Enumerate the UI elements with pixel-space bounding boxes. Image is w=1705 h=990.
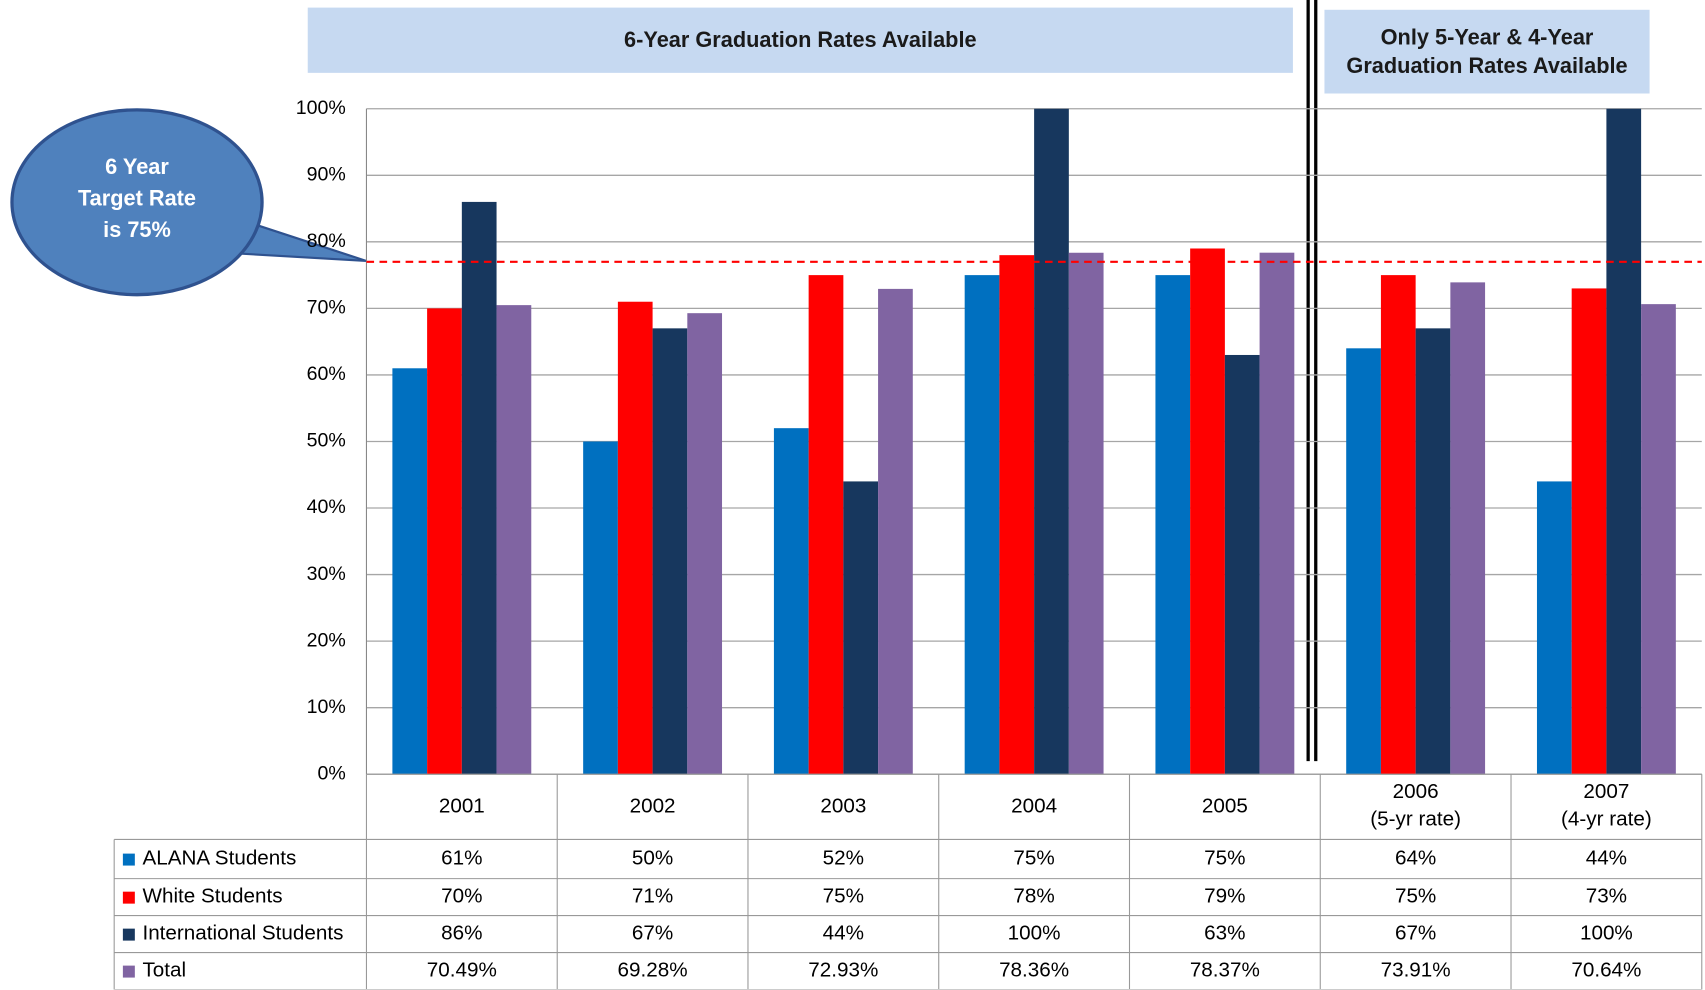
bar [999, 255, 1035, 775]
value-label: 86% [441, 921, 483, 945]
callout-bubble [10, 108, 264, 297]
bar [1034, 108, 1069, 775]
bar [1155, 275, 1191, 775]
value-label: 63% [1204, 921, 1246, 945]
y-tick-label: 100% [296, 97, 346, 119]
legend-swatch [122, 891, 135, 904]
bar [617, 301, 653, 775]
y-tick-label: 10% [307, 696, 346, 718]
y-tick-label: 90% [307, 163, 346, 185]
category-label: 2001 [438, 794, 485, 818]
value-label: 78.37% [1189, 958, 1260, 982]
value-label: 71% [631, 884, 674, 908]
bar [1346, 348, 1381, 775]
value-label: 78% [1013, 884, 1055, 908]
value-label: 64% [1394, 846, 1437, 870]
value-label: 100% [1579, 921, 1633, 945]
value-label: 70% [441, 884, 483, 908]
bar [1415, 328, 1451, 775]
category-label: 2007 (4-yr rate) [1561, 781, 1652, 831]
value-label: 69.28% [617, 958, 688, 982]
value-label: 79% [1204, 884, 1246, 908]
legend-label: ALANA Students [142, 846, 297, 870]
value-label: 67% [1394, 921, 1437, 945]
bar [773, 428, 809, 775]
value-label: 50% [631, 846, 674, 870]
bar [583, 441, 618, 775]
bar [1380, 275, 1416, 775]
bar [1450, 282, 1486, 775]
bar [687, 313, 723, 775]
header: 6-Year Graduation Rates Available [307, 7, 1293, 73]
bar [496, 305, 532, 775]
category-label: 2005 [1201, 794, 1248, 818]
bar [1606, 108, 1642, 775]
legend-swatch [122, 928, 135, 941]
value-label: 72.93% [808, 958, 879, 982]
bar [1068, 252, 1104, 775]
category-label: 2002 [629, 794, 676, 818]
value-label: 73% [1585, 884, 1628, 908]
value-label: 61% [441, 846, 483, 870]
y-tick-label: 20% [307, 629, 346, 651]
value-label: 67% [631, 921, 674, 945]
legend-label: International Students [142, 921, 344, 945]
bar [878, 288, 913, 775]
y-tick-label: 30% [307, 563, 346, 585]
bar [461, 201, 497, 775]
value-label: 75% [1204, 846, 1246, 870]
value-label: 44% [1585, 846, 1628, 870]
legend-swatch [122, 853, 135, 866]
legend-label: Total [142, 958, 187, 982]
y-tick-label: 60% [307, 363, 346, 385]
y-tick-label: 50% [307, 430, 346, 452]
value-label: 70.64% [1571, 958, 1642, 982]
y-tick-label: 70% [307, 297, 346, 319]
bar [427, 308, 462, 775]
bar [843, 481, 879, 775]
value-label: 78.36% [999, 958, 1070, 982]
bar [652, 328, 688, 775]
value-label: 52% [822, 846, 865, 870]
bar [1190, 248, 1225, 775]
value-label: 70.49% [426, 958, 497, 982]
bar [1224, 354, 1260, 775]
y-tick-label: 80% [307, 230, 346, 252]
value-label: 100% [1007, 921, 1061, 945]
bar [964, 275, 1000, 775]
value-label: 75% [1394, 884, 1437, 908]
value-label: 75% [822, 884, 865, 908]
category-label: 2004 [1011, 794, 1058, 818]
category-label: 2006 (5-yr rate) [1370, 781, 1461, 831]
legend-label: White Students [142, 884, 283, 908]
bar [808, 275, 844, 775]
value-label: 75% [1013, 846, 1055, 870]
y-tick-label: 40% [307, 496, 346, 518]
bar [1536, 481, 1572, 775]
value-label: 73.91% [1380, 958, 1451, 982]
bar [392, 368, 428, 775]
header: Only 5-Year & 4-Year Graduation Rates Av… [1324, 9, 1650, 94]
y-tick-label: 0% [318, 762, 346, 784]
value-label: 44% [822, 921, 865, 945]
bar [1641, 304, 1676, 775]
category-label: 2003 [820, 794, 867, 818]
bar [1571, 288, 1607, 775]
bar [1259, 252, 1295, 775]
legend-swatch [122, 965, 135, 978]
callout-text: 6 Year Target Rate is 75% [77, 155, 197, 243]
